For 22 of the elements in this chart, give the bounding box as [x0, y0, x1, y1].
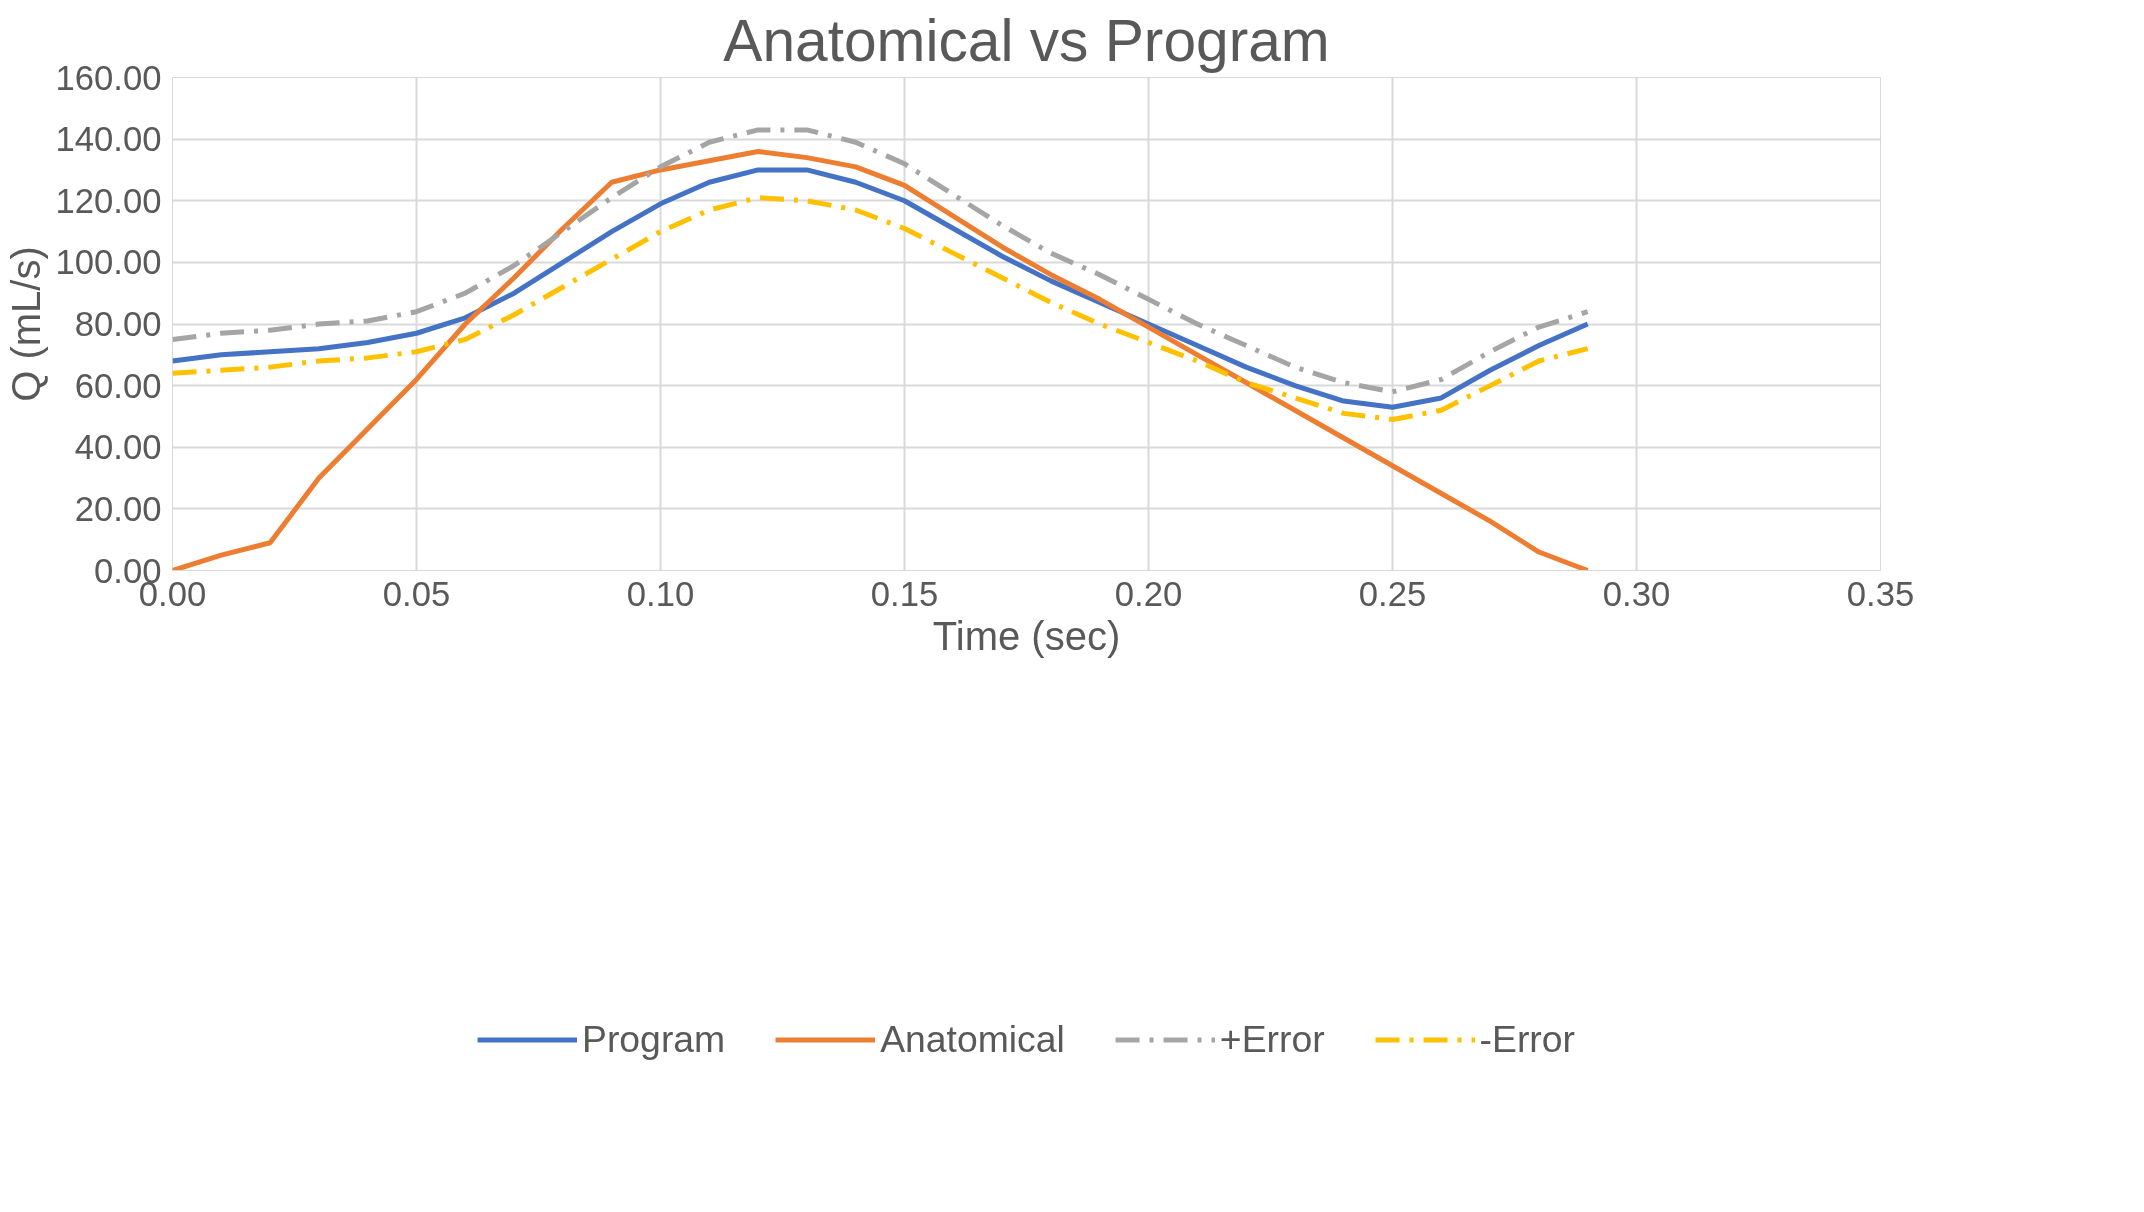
y-tick-label: 140.00	[55, 120, 162, 159]
x-axis-title: Time (sec)	[932, 613, 1121, 658]
legend-label: -Error	[1479, 1017, 1575, 1061]
legend-label: +Error	[1219, 1017, 1325, 1061]
x-tick-label: 0.05	[382, 574, 451, 613]
legend-label: Anatomical	[880, 1017, 1065, 1061]
x-tick-label: 0.30	[1602, 574, 1671, 613]
y-tick-label: 60.00	[74, 366, 162, 405]
x-tick-label: 0.15	[870, 574, 939, 613]
y-tick-label: 20.00	[74, 489, 162, 528]
x-tick-label: 0.25	[1358, 574, 1427, 613]
y-tick-label: 40.00	[74, 428, 162, 467]
legend-label: Program	[582, 1017, 726, 1061]
y-tick-label: 120.00	[55, 181, 162, 220]
x-tick-label: 0.20	[1114, 574, 1183, 613]
y-tick-label: 80.00	[74, 305, 162, 343]
x-tick-label: 0.10	[626, 574, 695, 613]
chart-title: Anatomical vs Program	[723, 7, 1330, 73]
y-tick-label: 160.00	[55, 58, 162, 97]
x-tick-label: 0.35	[1846, 574, 1915, 613]
y-axis-title: Q (mL/s)	[3, 246, 48, 402]
y-tick-label: 100.00	[55, 243, 162, 282]
